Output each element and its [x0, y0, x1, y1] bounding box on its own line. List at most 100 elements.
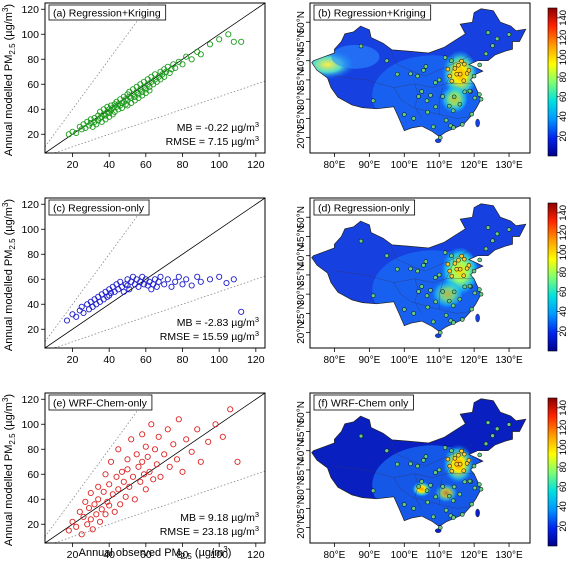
province-border — [438, 87, 443, 115]
monitoring-site — [370, 488, 376, 493]
data-point — [124, 276, 131, 283]
panel-title-frame — [48, 199, 150, 216]
lat-tick-label: 30°N — [296, 478, 307, 500]
monitoring-site — [431, 124, 436, 130]
data-point — [183, 276, 190, 283]
x-tick-label: 60 — [140, 549, 152, 561]
map-frame — [309, 197, 531, 349]
lat-tick-label: 45°N — [296, 420, 307, 442]
data-point — [144, 282, 151, 289]
panel-title-frame — [48, 394, 153, 411]
china-outline — [311, 8, 527, 137]
data-point — [135, 463, 142, 470]
monitoring-site — [411, 506, 416, 511]
monitoring-site — [445, 66, 451, 72]
data-point — [212, 421, 219, 428]
province-border — [334, 75, 475, 88]
data-points — [65, 406, 241, 538]
data-point — [115, 286, 122, 293]
monitoring-site — [451, 515, 456, 520]
data-point — [106, 481, 113, 488]
data-point — [194, 426, 201, 433]
lat-tick-label: 20°N — [296, 516, 307, 538]
lon-tick-label: 100°E — [391, 355, 419, 366]
plot-frame — [44, 392, 266, 544]
svg-text:Annual modelled PM2.5 (µg/m3): Annual modelled PM2.5 (µg/m3) — [1, 394, 17, 546]
data-point — [124, 466, 131, 473]
data-point — [223, 279, 230, 287]
data-point — [95, 293, 102, 300]
monitoring-site — [449, 273, 455, 279]
data-point — [84, 521, 91, 528]
data-point — [206, 41, 214, 48]
monitoring-site — [477, 62, 482, 68]
y-tick-label: 100 — [21, 224, 39, 236]
data-point — [170, 441, 177, 448]
data-point — [111, 508, 118, 515]
map-body — [310, 3, 530, 153]
one-to-two-line — [52, 80, 265, 153]
monitoring-site — [431, 319, 436, 325]
monitoring-site — [443, 313, 449, 318]
surface-hotspot-sichuan — [411, 481, 432, 498]
data-point — [91, 296, 98, 303]
data-point — [89, 303, 96, 310]
data-point — [137, 81, 144, 88]
data-point — [117, 278, 124, 285]
lon-tick-label: 130°E — [495, 550, 523, 561]
monitoring-site — [462, 256, 467, 262]
data-point — [98, 506, 105, 513]
data-point — [82, 498, 89, 505]
surface-hotspot-central — [434, 483, 459, 503]
data-point — [93, 511, 100, 518]
x-tick-label: 120 — [247, 354, 265, 366]
monitoring-site — [440, 484, 445, 489]
reference-lines — [45, 3, 265, 153]
monitoring-site — [433, 80, 438, 85]
monitoring-site — [415, 463, 420, 469]
lon-tick-label: 130°E — [495, 355, 523, 366]
data-point — [126, 286, 133, 293]
data-point — [122, 493, 129, 500]
colorbar-tick-label: 40 — [558, 501, 569, 512]
data-point — [161, 451, 168, 458]
monitoring-site — [485, 30, 491, 35]
monitoring-site — [443, 118, 449, 123]
monitoring-site — [440, 289, 445, 294]
lat-tick-label: 40°N — [296, 440, 307, 462]
colorbar-tick-label: 20 — [558, 521, 569, 532]
data-point — [151, 276, 159, 283]
data-point — [170, 61, 177, 68]
one-to-two-line — [52, 470, 265, 543]
x-tick-label: 120 — [247, 549, 265, 561]
lon-tick-label: 90°E — [358, 160, 380, 171]
data-point — [205, 438, 212, 445]
colorbar-tick-label: 60 — [558, 92, 569, 103]
monitoring-site — [438, 330, 443, 335]
data-point — [91, 501, 98, 508]
data-point — [87, 516, 94, 523]
data-point — [133, 83, 140, 90]
lon-tick-label: 120°E — [460, 355, 488, 366]
colorbar-gradient — [547, 397, 558, 547]
reference-lines — [45, 198, 265, 348]
data-point — [118, 104, 126, 112]
monitoring-site — [415, 73, 420, 79]
monitoring-site — [460, 122, 465, 127]
data-point — [142, 443, 149, 450]
panel-title-box: (e) WRF-Chem-only — [48, 394, 153, 411]
colorbar-tick-label: 80 — [558, 462, 569, 473]
data-point — [85, 504, 93, 512]
monitoring-site — [456, 453, 461, 458]
data-point — [148, 73, 155, 80]
data-point — [129, 86, 137, 93]
data-point — [113, 473, 120, 480]
panel-title: (c) Regression-only — [53, 203, 145, 215]
monitoring-site — [450, 108, 456, 113]
y-tick-label: 40 — [27, 299, 39, 311]
monitoring-site — [459, 58, 464, 64]
data-point — [78, 303, 85, 310]
data-point — [161, 281, 168, 288]
data-point — [104, 498, 111, 505]
map-panel-d: 80°E 90°E 100°E 110°E 120°E 130°E 20°N25°N30°N… — [296, 197, 531, 366]
